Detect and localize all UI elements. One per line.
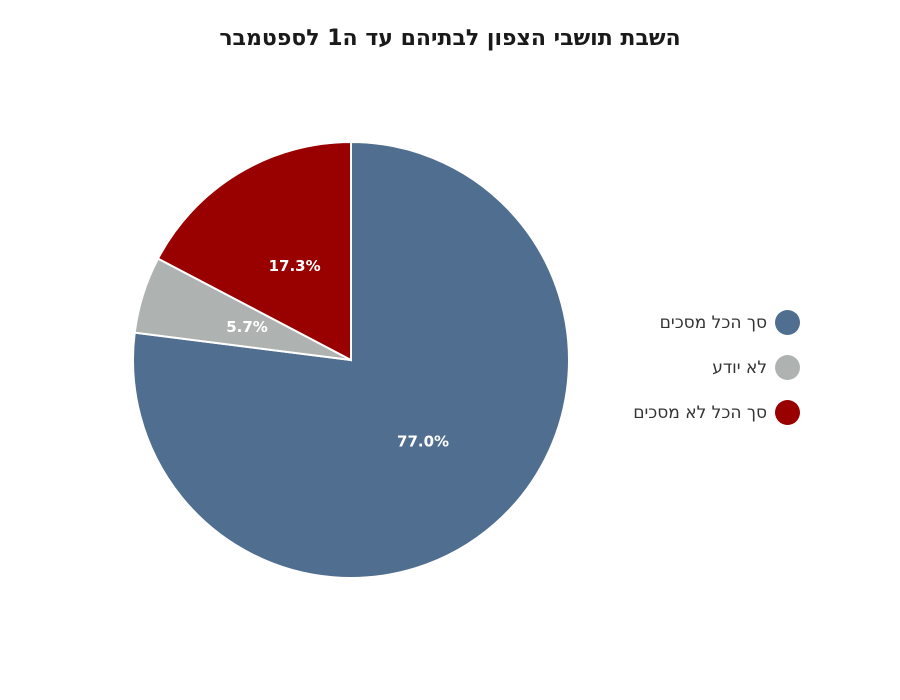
- legend-swatch-agree: [775, 310, 800, 335]
- legend-label-disagree: סך הכל לא מסכים: [633, 402, 767, 423]
- legend-swatch-dont-know: [775, 355, 800, 380]
- legend-item-disagree[interactable]: סך הכל לא מסכים: [540, 390, 800, 435]
- legend-item-agree[interactable]: סך הכל מסכים: [540, 300, 800, 345]
- legend-label-dont-know: לא יודע: [712, 357, 767, 378]
- pie-slice-labels: 77.0% 5.7% 17.3%: [226, 257, 449, 450]
- legend-swatch-disagree: [775, 400, 800, 425]
- slice-label-dont-know: 5.7%: [226, 318, 268, 336]
- chart-title: השבת תושבי הצפון לבתיהם עד ה1 לספטמבר: [219, 26, 681, 51]
- legend-label-agree: סך הכל מסכים: [659, 312, 767, 333]
- legend-item-dont-know[interactable]: לא יודע: [540, 345, 800, 390]
- pie-slices: [132, 140, 570, 579]
- chart-legend: סך הכל מסכים לא יודע סך הכל לא מסכים: [540, 300, 800, 435]
- slice-label-disagree: 17.3%: [269, 257, 321, 275]
- slice-label-agree: 77.0%: [397, 432, 449, 450]
- pie-slice-disagree[interactable]: [156, 140, 352, 362]
